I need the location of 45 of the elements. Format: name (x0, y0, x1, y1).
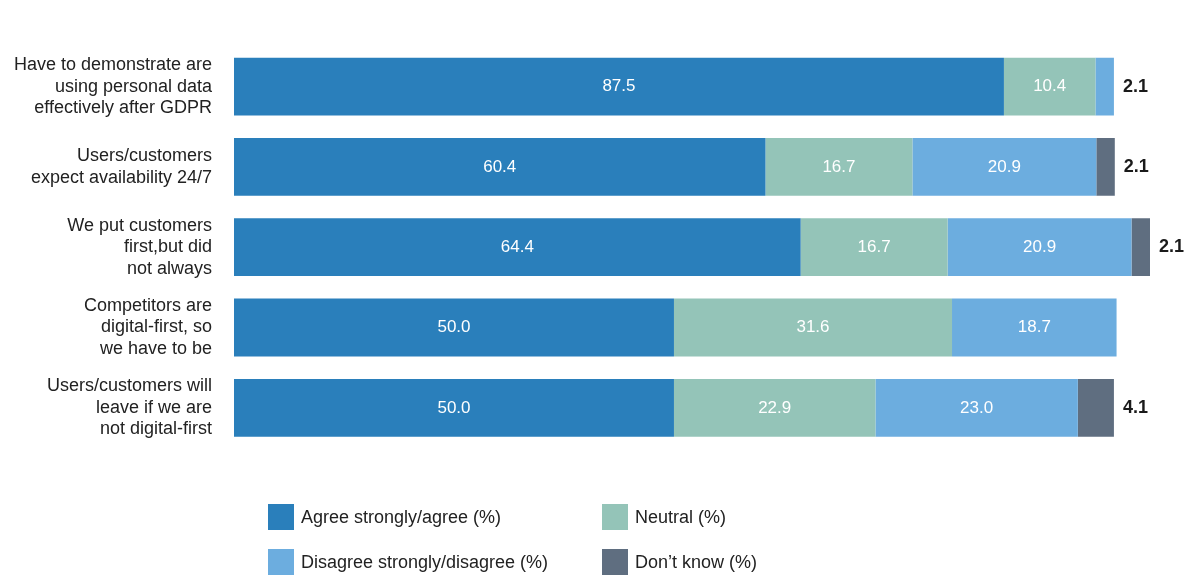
data-label: 22.9 (758, 397, 792, 417)
data-label: 10.4 (1033, 76, 1067, 96)
data-label: 4.1 (1122, 396, 1148, 417)
y-tick-label: Users/customers will leave if we are not digital-first (46, 375, 212, 439)
data-label: 87.5 (602, 76, 636, 96)
y-tick-label: Have to demonstrate are using personal data effectively after GDPR (13, 53, 213, 118)
bar (1096, 137, 1115, 196)
bar (952, 298, 1117, 357)
legend-label: Disagree strongly/disagree (%) (301, 551, 549, 572)
bar (234, 298, 674, 357)
bar (765, 137, 913, 196)
bar (1077, 378, 1114, 437)
legend-label: Agree strongly/agree (%) (301, 506, 502, 527)
y-tick-label: We put customers first,but did not always (67, 214, 212, 278)
data-label: 2.1 (1122, 75, 1148, 96)
data-label: 64.4 (500, 236, 534, 256)
data-label: 31.6 (796, 317, 830, 337)
bar (947, 218, 1132, 277)
data-label: 2.1 (1159, 236, 1185, 257)
bar (1131, 218, 1150, 277)
bar (875, 378, 1078, 437)
bar (234, 378, 674, 437)
legend-label: Neutral (%) (635, 506, 727, 527)
data-label: 16.7 (857, 236, 891, 256)
bar (234, 57, 1004, 116)
bar (234, 218, 801, 277)
data-label: 60.4 (483, 156, 517, 176)
data-label: 23.0 (960, 397, 994, 417)
data-label: 16.7 (822, 156, 856, 176)
bar (673, 378, 876, 437)
y-tick-label: Users/customers expect availability 24/7 (30, 145, 212, 187)
bar (912, 137, 1097, 196)
bar (1095, 57, 1114, 116)
bar (800, 218, 948, 277)
y-tick-label: Competitors are digital-first, so we have to be (83, 294, 212, 359)
data-label: 20.9 (1023, 236, 1057, 256)
data-label: 2.1 (1123, 155, 1149, 176)
data-label: 50.0 (437, 317, 471, 337)
data-label: 50.0 (437, 397, 471, 417)
data-label: 20.9 (987, 156, 1021, 176)
bar (1003, 57, 1096, 116)
data-label: 18.7 (1017, 317, 1051, 337)
bar (234, 137, 766, 196)
legend-label: Don’t know (%) (635, 551, 758, 572)
bar (673, 298, 953, 357)
